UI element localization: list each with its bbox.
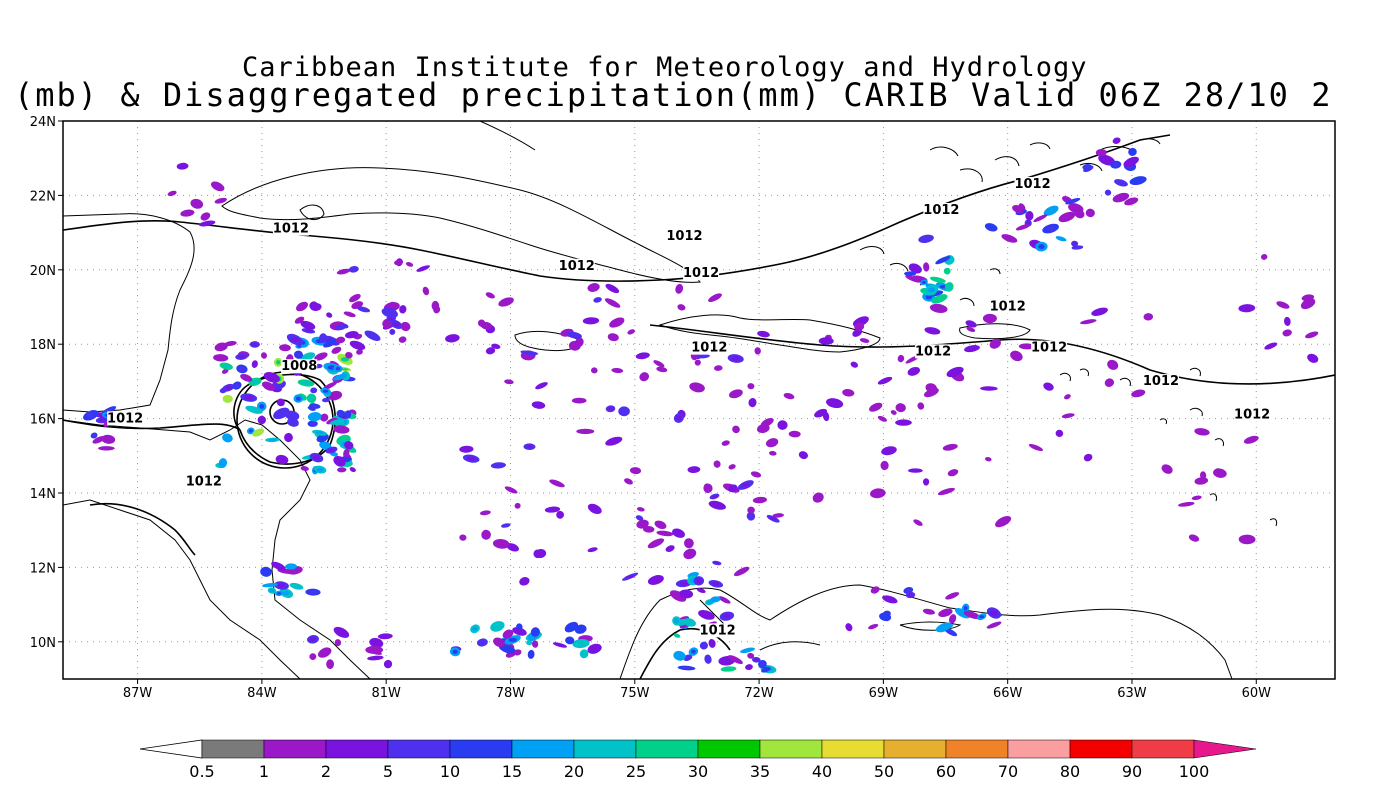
lon-tick-label: 69W [869, 686, 899, 701]
lon-tick-label: 81W [371, 686, 401, 701]
colorbar-swatch [573, 739, 637, 759]
isobar-label: 1012 [683, 266, 719, 281]
isobar-label: 1012 [915, 344, 951, 359]
colorbar-swatch [201, 739, 265, 759]
lon-tick-label: 87W [123, 686, 153, 701]
lat-tick-label: 18N [30, 338, 56, 353]
isobar-label: 1012 [186, 475, 222, 490]
lon-tick-label: 66W [993, 686, 1023, 701]
colorbar-label: 35 [750, 762, 770, 781]
lat-tick-label: 20N [30, 264, 56, 279]
isobar-label: 1012 [990, 300, 1026, 315]
isobar-label: 1008 [281, 359, 317, 374]
lon-tick-label: 75W [620, 686, 650, 701]
isobar-label: 1012 [1143, 374, 1179, 389]
isobar-label: 1012 [1014, 177, 1050, 192]
colorbar-label: 5 [383, 762, 393, 781]
title-line-2: (mb) & Disaggregated precipitation(mm) C… [14, 76, 1333, 114]
lon-tick-label: 72W [744, 686, 774, 701]
colorbar-swatch [1131, 739, 1195, 759]
lat-tick-label: 22N [30, 189, 56, 204]
colorbar-label: 15 [502, 762, 522, 781]
lat-tick-label: 16N [30, 413, 56, 428]
colorbar-swatch [449, 739, 513, 759]
colorbar-label: 20 [564, 762, 584, 781]
lon-tick-label: 84W [247, 686, 277, 701]
lat-tick-label: 14N [30, 487, 56, 502]
precipitation-blobs [83, 137, 1319, 674]
isobar-labels: 1012 1012 1012 1012 1012 1012 1012 1012 1012 1012… [107, 176, 1270, 638]
colorbar-label: 40 [812, 762, 832, 781]
lat-tick-label: 12N [30, 561, 56, 576]
lat-tick-label: 10N [30, 636, 56, 651]
lat-tick-label: 24N [30, 115, 56, 130]
colorbar-label: 90 [1122, 762, 1142, 781]
isobar-label: 1012 [923, 203, 959, 218]
colorbar-swatch [635, 739, 699, 759]
colorbar-left-arrow [139, 739, 203, 759]
colorbar-swatch [697, 739, 761, 759]
isobar-label: 1012 [666, 229, 702, 244]
isobar-label: 1012 [559, 259, 595, 274]
colorbar-swatch [821, 739, 885, 759]
colorbar-swatch [325, 739, 389, 759]
colorbar-swatch [883, 739, 947, 759]
longitude-axis: 87W 84W 81W 78W 75W 72W 69W 66W 63W 60W [123, 679, 1271, 701]
isobar-label: 1012 [1031, 341, 1067, 356]
colorbar-label: 1 [259, 762, 269, 781]
lon-tick-label: 63W [1117, 686, 1147, 701]
latitude-axis: 24N 22N 20N 18N 16N 14N 12N 10N [30, 115, 63, 651]
colorbar-swatch [511, 739, 575, 759]
colorbar-label: 25 [626, 762, 646, 781]
colorbar-right-arrow [1193, 739, 1257, 759]
isobar-label: 1012 [700, 623, 736, 638]
isobar-label: 1012 [107, 411, 143, 426]
colorbar-label: 2 [321, 762, 331, 781]
colorbar-label: 10 [440, 762, 460, 781]
colorbar-label: 100 [1179, 762, 1210, 781]
colorbar-label: 80 [1060, 762, 1080, 781]
colorbar-swatch [759, 739, 823, 759]
lon-tick-label: 78W [496, 686, 526, 701]
colorbar-label: 60 [936, 762, 956, 781]
isobar-label: 1012 [273, 222, 309, 237]
colorbar-label: 0.5 [189, 762, 214, 781]
lon-tick-label: 60W [1242, 686, 1272, 701]
colorbar-swatch [263, 739, 327, 759]
colorbar-swatch [1007, 739, 1071, 759]
colorbar-label: 50 [874, 762, 894, 781]
map-frame [62, 120, 1336, 680]
title-line-1: Caribbean Institute for Meteorology and … [242, 52, 1088, 83]
isobar-contours [63, 134, 1335, 679]
isobar-label: 1012 [1234, 408, 1270, 423]
colorbar-label: 30 [688, 762, 708, 781]
colorbar-swatch [387, 739, 451, 759]
colorbar-swatch [945, 739, 1009, 759]
colorbar-legend: 0.5 1 2 5 10 15 20 25 30 35 40 50 60 70 80 90 100 [139, 739, 1257, 781]
isobar-label: 1012 [691, 341, 727, 356]
colorbar-label: 70 [998, 762, 1018, 781]
colorbar-swatch [1069, 739, 1133, 759]
